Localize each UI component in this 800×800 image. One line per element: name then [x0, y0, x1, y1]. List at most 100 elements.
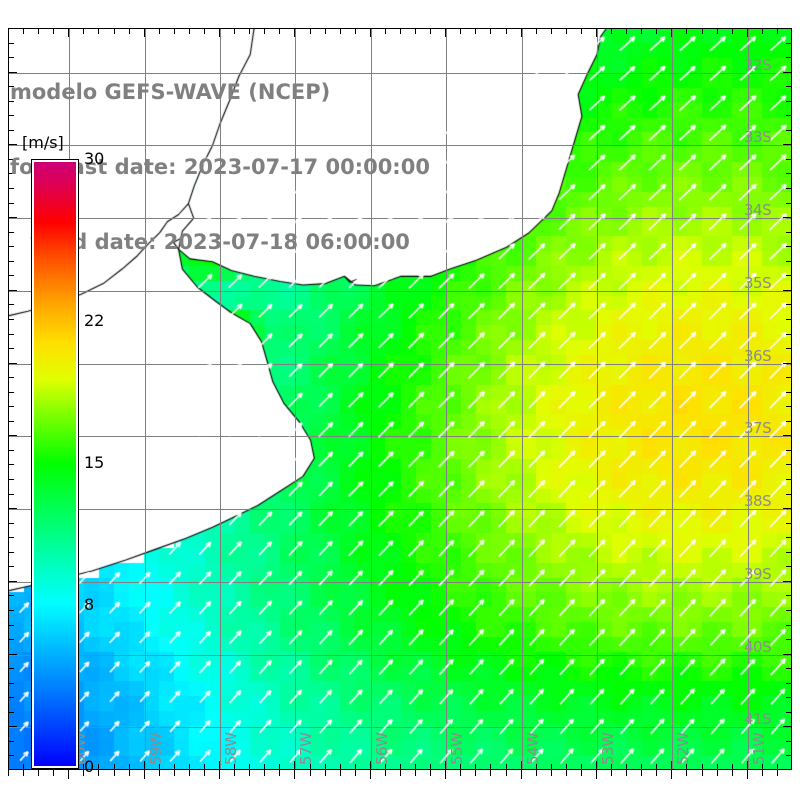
axis-tick: [9, 566, 14, 567]
axis-tick: [9, 406, 14, 407]
axis-tick: [294, 29, 295, 37]
axis-tick: [786, 683, 792, 684]
axis-tick: [626, 770, 627, 776]
axis-tick: [786, 173, 792, 174]
axis-tick: [144, 770, 145, 779]
axis-tick: [249, 764, 250, 769]
axis-tick: [23, 29, 24, 34]
axis-tick: [294, 761, 295, 769]
axis-tick: [9, 261, 14, 262]
axis-tick: [355, 770, 356, 776]
wind-field-container: [9, 29, 791, 769]
axis-tick: [702, 29, 703, 34]
axis-tick: [400, 770, 401, 776]
lon-label: 59W: [146, 732, 165, 765]
lat-label: 34S: [744, 201, 772, 220]
colorbar-tick: 30: [84, 149, 105, 168]
axis-tick: [340, 770, 341, 776]
axis-tick: [783, 72, 792, 73]
axis-tick: [219, 761, 220, 769]
axis-tick: [786, 406, 792, 407]
axis-tick: [385, 770, 386, 776]
axis-tick: [38, 770, 39, 776]
axis-tick: [83, 764, 84, 769]
lon-label: 54W: [523, 732, 542, 765]
axis-tick: [129, 770, 130, 776]
axis-tick: [786, 232, 792, 233]
axis-tick: [114, 770, 115, 776]
axis-tick: [159, 29, 160, 34]
axis-tick: [445, 29, 446, 37]
axis-tick: [9, 43, 14, 44]
axis-tick: [9, 115, 14, 116]
axis-tick: [786, 101, 792, 102]
axis-tick: [9, 683, 14, 684]
axis-tick: [475, 764, 476, 769]
axis-tick: [521, 770, 522, 779]
axis-tick: [9, 217, 17, 218]
colorbar[interactable]: [31, 159, 79, 769]
axis-tick: [786, 43, 792, 44]
axis-tick: [521, 761, 522, 769]
axis-tick: [786, 523, 792, 524]
axis-tick: [264, 764, 265, 769]
axis-tick: [702, 770, 703, 776]
axis-tick: [611, 764, 612, 769]
axis-tick: [732, 764, 733, 769]
axis-tick: [786, 625, 792, 626]
axis-tick: [777, 770, 778, 776]
axis-tick: [264, 29, 265, 34]
axis-tick: [460, 29, 461, 34]
axis-tick: [656, 770, 657, 776]
axis-tick: [506, 770, 507, 776]
axis-tick: [9, 159, 14, 160]
axis-tick: [174, 764, 175, 769]
axis-tick: [786, 421, 792, 422]
axis-tick: [234, 770, 235, 776]
axis-tick: [340, 29, 341, 34]
axis-tick: [786, 479, 792, 480]
axis-tick: [786, 28, 792, 29]
axis-tick: [786, 130, 792, 131]
axis-tick: [98, 770, 99, 776]
axis-tick: [9, 639, 14, 640]
axis-tick: [566, 29, 567, 34]
axis-tick: [786, 639, 792, 640]
axis-tick: [9, 246, 14, 247]
axis-tick: [204, 29, 205, 34]
axis-tick: [9, 334, 14, 335]
axis-tick: [144, 761, 145, 769]
axis-tick: [9, 755, 14, 756]
axis-tick: [9, 232, 14, 233]
axis-tick: [9, 668, 14, 669]
axis-tick: [9, 392, 14, 393]
axis-tick: [786, 203, 792, 204]
axis-tick: [9, 741, 14, 742]
axis-tick: [9, 435, 17, 436]
axis-tick: [762, 764, 763, 769]
colorbar-tick: 8: [84, 594, 95, 614]
axis-tick: [430, 29, 431, 34]
axis-tick: [786, 57, 792, 58]
axis-tick: [671, 770, 672, 779]
axis-tick: [189, 29, 190, 34]
axis-tick: [671, 761, 672, 769]
axis-tick: [626, 29, 627, 34]
lat-label: 35S: [744, 273, 772, 292]
axis-tick: [786, 755, 792, 756]
axis-tick: [385, 764, 386, 769]
axis-tick: [641, 29, 642, 34]
lon-label: 53W: [599, 732, 617, 765]
axis-tick: [9, 377, 14, 378]
axis-tick: [786, 334, 792, 335]
axis-tick: [9, 625, 14, 626]
axis-tick: [400, 29, 401, 34]
axis-tick: [9, 130, 14, 131]
axis-tick: [596, 29, 597, 37]
axis-tick: [783, 726, 792, 727]
axis-tick: [9, 173, 14, 174]
axis-tick: [783, 508, 792, 509]
map-plot-area[interactable]: [8, 28, 792, 770]
axis-tick: [9, 508, 17, 509]
axis-tick: [8, 764, 9, 769]
